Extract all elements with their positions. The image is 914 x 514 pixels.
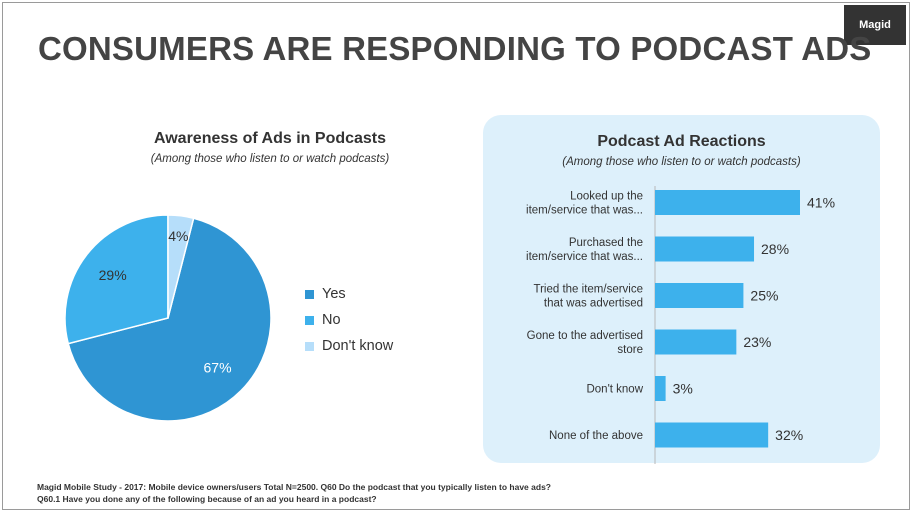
- legend-swatch-dont-know: [305, 341, 314, 351]
- bar-4: [655, 376, 666, 401]
- bar-1: [655, 236, 755, 262]
- pie-label-don-t-know: 4%: [168, 228, 188, 244]
- pie-chart: 67% 29% 4%: [64, 214, 272, 422]
- bar-label-5: None of the above: [549, 430, 643, 442]
- legend-item-dont-know: Don't know: [305, 333, 393, 359]
- bar-value-4: 3%: [673, 381, 693, 397]
- bar-label-4: Don't know: [586, 384, 643, 396]
- footnote-line-1: Magid Mobile Study - 2017: Mobile device…: [37, 482, 551, 492]
- bar-2: [655, 283, 744, 308]
- bar-label-1: Purchased the item/service that was...: [526, 237, 643, 263]
- pie-chart-subtitle: (Among those who listen to or watch podc…: [150, 153, 390, 165]
- legend-label-dont-know: Don't know: [322, 338, 394, 354]
- footnote-line-2: Q60.1 Have you done any of the following…: [37, 494, 377, 504]
- pie-label-yes: 67%: [204, 360, 232, 376]
- pie-slice-no: [64, 214, 169, 345]
- bar-label-3: Gone to the advertised store: [527, 330, 643, 356]
- pie-slice-yes: [67, 217, 272, 422]
- bar-value-5: 32%: [775, 427, 803, 443]
- bar-5: [655, 422, 769, 448]
- legend-swatch-yes: [305, 289, 314, 299]
- bar-value-3: 23%: [743, 334, 771, 350]
- legend-label-no: No: [322, 312, 341, 328]
- bar-value-1: 28%: [761, 241, 789, 257]
- legend-item-no: No: [305, 307, 393, 333]
- bar-label-0: Looked up the item/service that was...: [526, 191, 643, 217]
- bar-chart-title: Podcast Ad Reactions: [597, 133, 766, 150]
- legend-swatch-no: [305, 315, 314, 325]
- footnote: Magid Mobile Study - 2017: Mobile device…: [37, 481, 551, 505]
- magid-logo: Magid: [844, 5, 906, 45]
- bar-value-2: 25%: [750, 288, 778, 304]
- bar-3: [655, 329, 737, 355]
- bar-chart-subtitle: (Among those who listen to or watch podc…: [562, 156, 801, 168]
- legend-item-yes: Yes: [305, 281, 393, 307]
- page-title: CONSUMERS ARE RESPONDING TO PODCAST ADS: [38, 30, 872, 67]
- pie-slice-don-t-know: [167, 214, 195, 319]
- legend-label-yes: Yes: [322, 286, 346, 302]
- pie-label-no: 29%: [99, 267, 127, 283]
- bar-0: [655, 190, 800, 215]
- bar-chart: 41% Looked up the item/service that was...…: [526, 186, 835, 464]
- pie-legend: Yes No Don't know: [305, 281, 393, 359]
- bar-label-2: Tried the item/service that was advertise…: [534, 284, 644, 310]
- bar-value-0: 41%: [807, 195, 835, 211]
- pie-chart-title: Awareness of Ads in Podcasts: [153, 130, 387, 147]
